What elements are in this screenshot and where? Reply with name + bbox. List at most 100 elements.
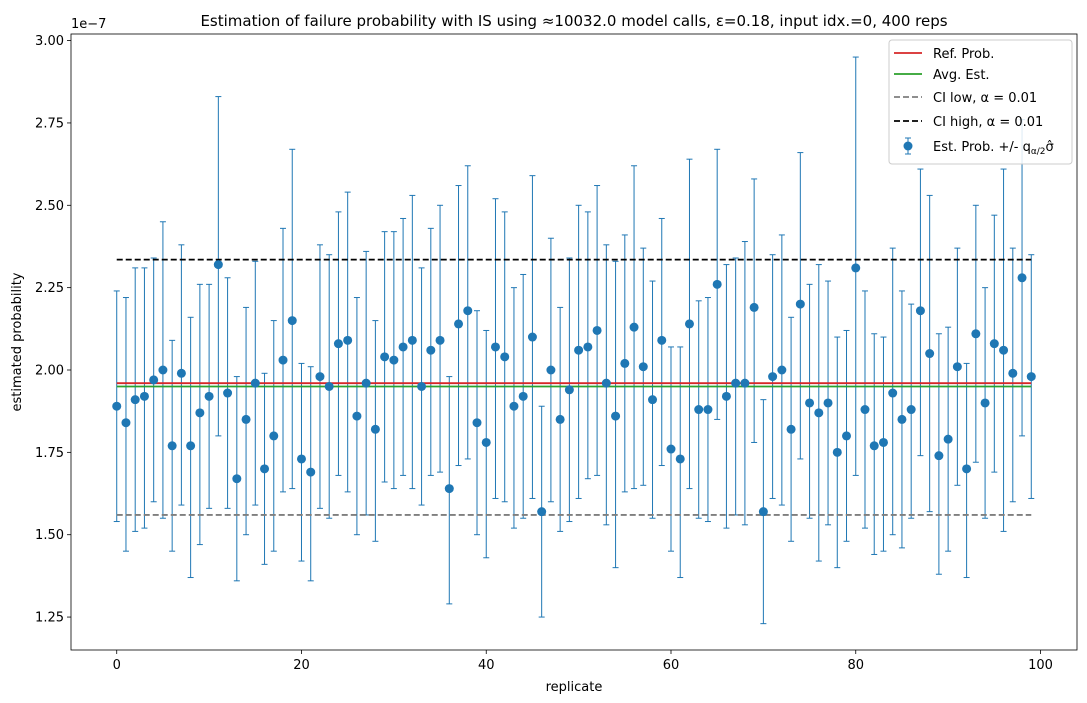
data-point-72 [777,365,787,375]
y-tick-label-4: 2.25 [35,281,64,296]
data-point-34 [426,345,436,355]
data-point-9 [195,408,205,418]
legend-item-estimates: Est. Prob. +/- qα/2σ̂ [903,137,1054,157]
data-point-93 [971,329,981,339]
x-tick-label-0: 0 [113,658,121,673]
data-point-47 [546,365,556,375]
legend: Ref. Prob. Avg. Est. CI low, α = 0.01 CI hi… [888,39,1073,165]
data-point-90 [943,434,953,444]
x-tick-label-4: 80 [847,658,864,673]
data-point-42 [500,352,510,362]
data-point-92 [962,464,972,474]
data-point-95 [989,339,999,349]
legend-marker [903,141,913,151]
data-point-23 [324,381,334,391]
data-point-32 [407,335,417,345]
data-point-49 [564,385,574,395]
data-point-20 [296,454,306,464]
data-point-59 [657,335,667,345]
data-point-41 [490,342,500,352]
chart-title: Estimation of failure probability with I… [200,12,947,30]
legend-label: CI high, α = 0.01 [933,115,1043,130]
data-point-26 [352,411,362,421]
data-point-21 [306,467,316,477]
data-point-63 [694,405,704,415]
data-point-94 [980,398,990,408]
data-point-67 [731,378,741,388]
x-tick-label-3: 60 [663,658,680,673]
data-point-91 [952,362,962,372]
data-point-89 [934,451,944,461]
data-point-4 [149,375,159,385]
data-point-25 [343,335,353,345]
data-point-54 [611,411,621,421]
data-point-37 [454,319,464,329]
data-point-85 [897,414,907,424]
data-point-81 [860,405,870,415]
y-tick-label-0: 1.25 [35,611,64,626]
data-point-73 [786,424,796,434]
data-point-77 [823,398,833,408]
data-point-12 [223,388,233,398]
data-point-60 [666,444,676,454]
data-point-0 [112,401,122,411]
data-point-24 [333,339,343,349]
data-point-27 [361,378,371,388]
data-point-33 [417,381,427,391]
data-point-1 [121,418,131,428]
y-scale-label: 1e−7 [71,17,106,32]
data-point-69 [749,302,759,312]
data-point-75 [805,398,815,408]
data-point-39 [472,418,482,428]
y-axis-label: estimated probability [10,272,25,411]
data-point-40 [481,437,491,447]
legend-item-ref: Ref. Prob. [894,47,994,62]
data-point-87 [915,306,925,316]
data-point-99 [1026,372,1036,382]
data-point-50 [574,345,584,355]
data-point-76 [814,408,824,418]
legend-label: Avg. Est. [933,68,990,83]
data-point-48 [555,414,565,424]
data-point-2 [130,395,140,405]
data-point-13 [232,474,242,484]
data-point-84 [888,388,898,398]
data-point-45 [527,332,537,342]
data-point-79 [842,431,852,441]
data-point-3 [139,391,149,401]
data-point-31 [398,342,408,352]
data-point-46 [537,507,547,517]
data-point-64 [703,405,713,415]
data-point-28 [370,424,380,434]
data-point-6 [167,441,177,451]
data-point-57 [638,362,648,372]
x-axis-label: replicate [546,680,603,695]
data-point-22 [315,372,325,382]
data-point-16 [260,464,270,474]
data-point-44 [518,391,528,401]
data-point-29 [380,352,390,362]
y-tick-label-1: 1.50 [35,528,64,543]
legend-item-ci_high: CI high, α = 0.01 [894,115,1043,130]
data-point-78 [832,447,842,457]
data-point-8 [186,441,196,451]
data-point-55 [620,358,630,368]
legend-box [888,39,1073,165]
data-point-5 [158,365,168,375]
data-point-62 [684,319,694,329]
legend-item-avg: Avg. Est. [894,68,990,83]
data-point-14 [241,414,251,424]
data-point-58 [648,395,658,405]
x-axis: 0 20 40 60 80 100 [113,650,1053,673]
plot-frame [70,33,1078,651]
x-tick-label-5: 100 [1028,658,1053,673]
x-tick-label-1: 20 [293,658,310,673]
legend-label: Ref. Prob. [933,47,994,62]
plot-area [112,56,1036,625]
data-point-53 [601,378,611,388]
y-tick-label-5: 2.50 [35,199,64,214]
data-point-51 [583,342,593,352]
legend-label: Est. Prob. +/- qα/2σ̂ [933,140,1054,157]
y-axis: 1.25 1.50 1.75 2.00 2.25 2.50 2.75 3.00 [35,34,71,626]
data-point-30 [389,355,399,365]
